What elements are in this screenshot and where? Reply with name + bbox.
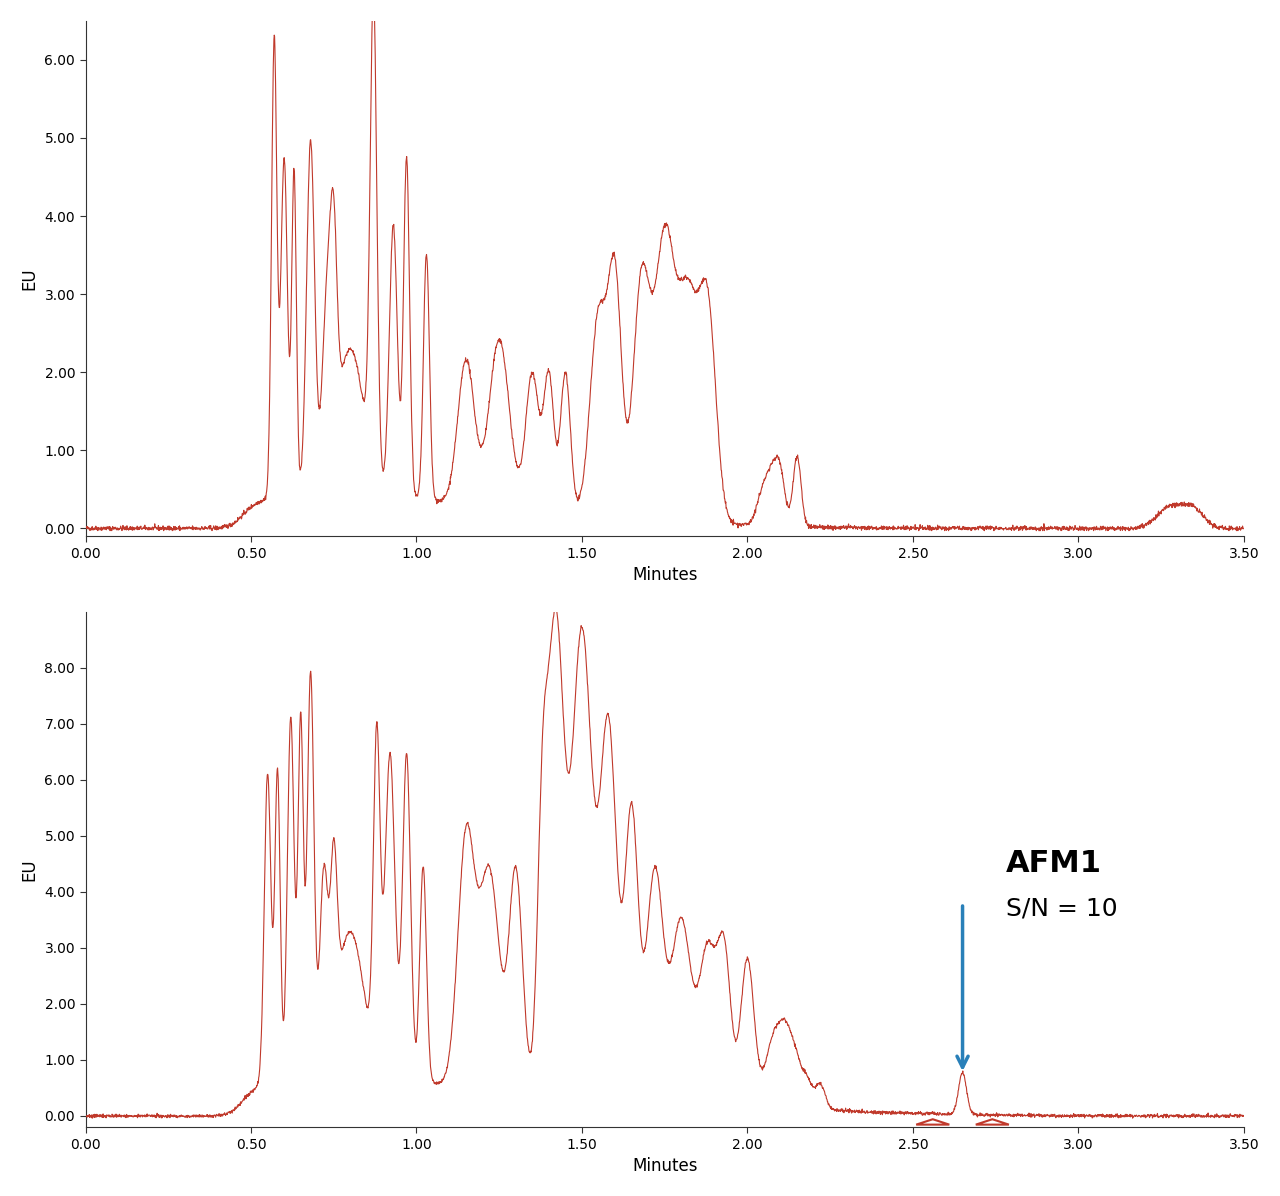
Y-axis label: EU: EU	[20, 859, 38, 881]
Text: S/N = 10: S/N = 10	[1006, 897, 1117, 921]
X-axis label: Minutes: Minutes	[632, 566, 698, 584]
Y-axis label: EU: EU	[20, 267, 38, 289]
Text: AFM1: AFM1	[1006, 849, 1102, 878]
X-axis label: Minutes: Minutes	[632, 1158, 698, 1176]
